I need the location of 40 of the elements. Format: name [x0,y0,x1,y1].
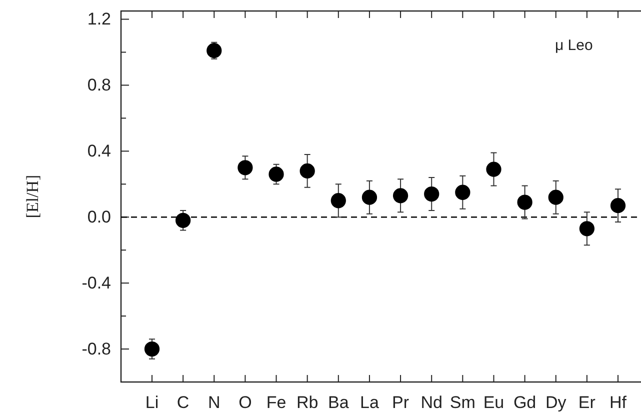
y-tick-label: 0.8 [87,76,111,95]
x-tick-label: N [208,393,220,412]
x-tick-label: O [238,393,252,412]
point [424,186,440,202]
point [268,166,284,182]
point [455,184,470,200]
x-tick-label: Eu [483,393,504,412]
x-tick-label: Hf [610,393,627,412]
y-tick-label: -0.8 [82,339,111,358]
point [517,194,532,210]
x-tick-label: Er [578,393,596,412]
point [486,162,502,177]
x-tick-label: Pr [392,393,410,412]
x-tick-label: Nd [420,393,442,412]
y-axis-title: [El/H] [23,174,42,218]
point [610,198,626,214]
x-tick-label: C [176,393,190,412]
point [362,190,378,205]
point [392,188,408,204]
y-tick-label: 0.4 [87,142,111,161]
x-tick-label: Fe [266,393,286,412]
point [579,221,594,236]
point [300,163,315,178]
point [238,160,253,176]
y-tick-label: -0.4 [82,274,111,293]
x-tick-label: La [360,393,380,412]
x-tick-label: Li [145,393,159,412]
point [330,193,346,208]
x-tick-label: Sm [450,393,476,412]
x-tick-label: Dy [545,393,567,412]
x-tick-label: Rb [296,393,318,412]
point [144,341,160,357]
x-tick-label: Ba [328,393,350,412]
y-tick-label: 1.2 [87,10,111,29]
y-tick-label: 0.0 [87,208,111,227]
point [206,43,222,58]
point [548,190,564,205]
point [176,212,191,228]
annotation: μ Leo [555,37,593,54]
x-tick-label: Gd [513,393,536,412]
